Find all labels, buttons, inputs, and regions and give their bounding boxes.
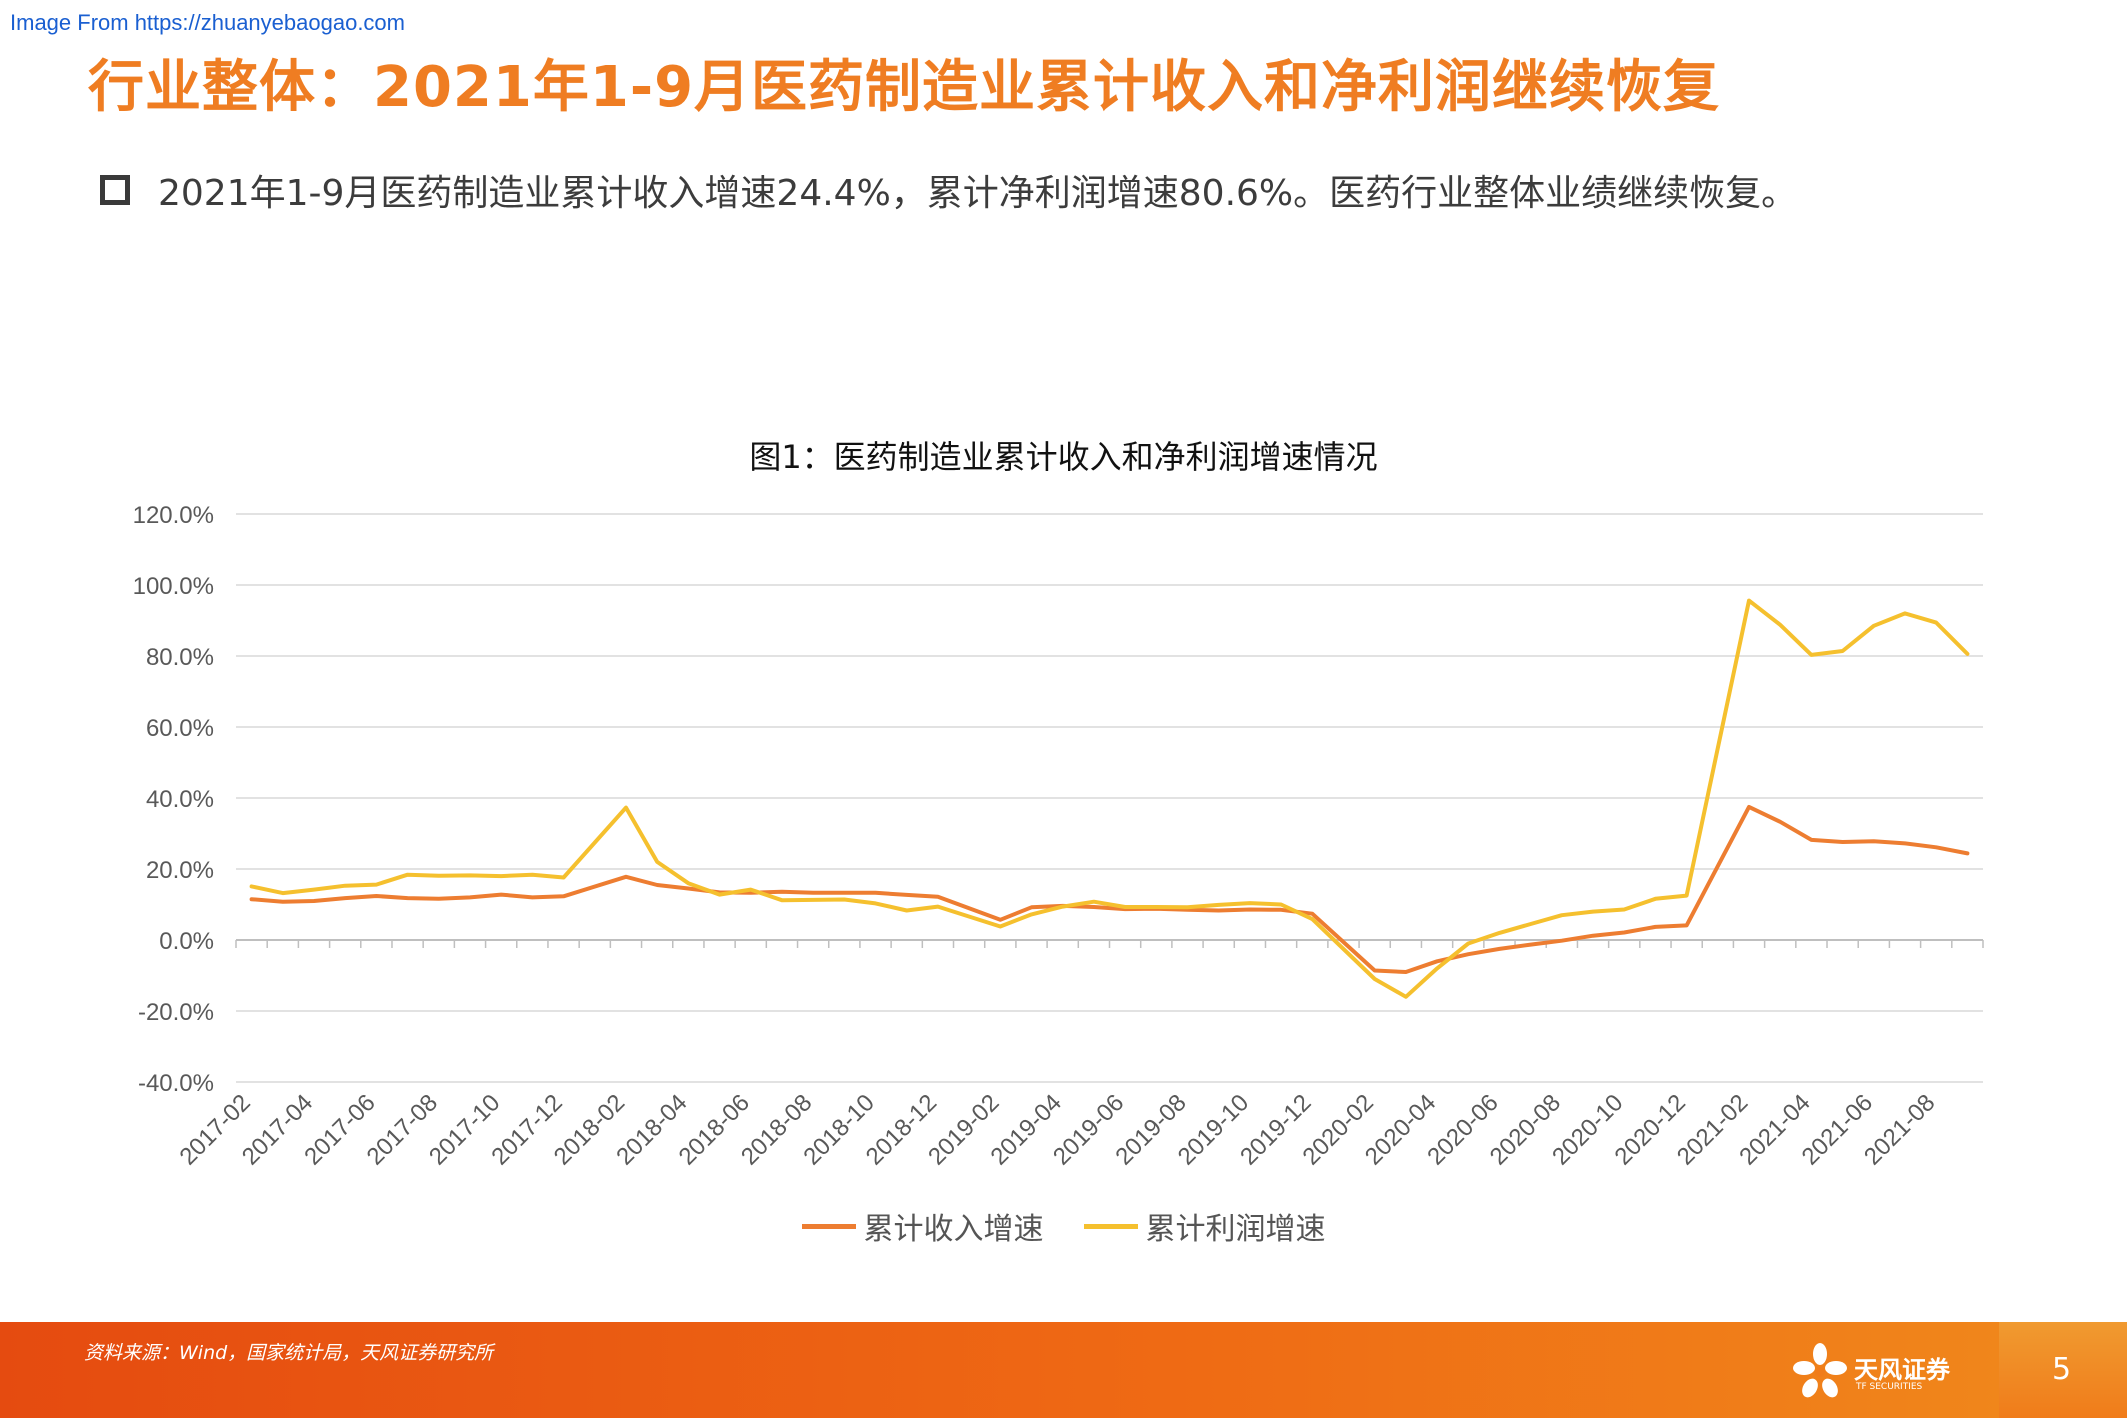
chart-title: 图1：医药制造业累计收入和净利润增速情况 (749, 438, 1378, 476)
flower-logo-icon (1793, 1343, 1847, 1398)
footer-band (0, 1322, 2127, 1418)
legend-swatch-profit (1083, 1223, 1138, 1229)
logo-name: 天风证券 (1854, 1356, 1950, 1384)
company-logo: 天风证券 TF SECURITIES (1792, 1342, 1982, 1404)
series-line-revenue (249, 804, 1970, 974)
bullet-square-icon (100, 175, 130, 205)
legend-swatch-revenue (801, 1223, 856, 1229)
source-note: 资料来源：Wind，国家统计局，天风证券研究所 (84, 1342, 494, 1364)
bullet-text: 2021年1-9月医药制造业累计收入增速24.4%，累计净利润增速80.6%。医… (158, 173, 1798, 214)
y-tick-label: -40.0% (138, 1070, 214, 1097)
legend-item-revenue: 累计收入增速 (801, 1204, 1044, 1248)
legend-item-profit: 累计利润增速 (1083, 1204, 1326, 1248)
y-tick-label: 60.0% (146, 715, 214, 742)
bullet-row: 2021年1-9月医药制造业累计收入增速24.4%，累计净利润增速80.6%。医… (100, 164, 1797, 216)
page-number: 5 (2052, 1352, 2072, 1387)
legend-label-revenue: 累计收入增速 (863, 1212, 1044, 1247)
footer-page-block (1999, 1322, 2127, 1418)
y-tick-label: 100.0% (133, 573, 214, 600)
y-tick-label: 0.0% (159, 928, 214, 955)
y-tick-label: 40.0% (146, 786, 214, 813)
slide-title: 行业整体：2021年1-9月医药制造业累计收入和净利润继续恢复 (88, 55, 1721, 120)
x-tick-label: 2021-08 (1859, 1089, 1940, 1170)
y-tick-label: 80.0% (146, 644, 214, 671)
watermark: Image From https://zhuanyebaogao.com (10, 10, 405, 35)
chart-legend: 累计收入增速 累计利润增速 (0, 1204, 2127, 1248)
logo-subtitle: TF SECURITIES (1856, 1382, 1923, 1392)
series-line-profit (249, 598, 1970, 999)
y-tick-label: -20.0% (138, 999, 214, 1026)
y-tick-label: 20.0% (146, 857, 214, 884)
y-tick-label: 120.0% (133, 502, 214, 529)
line-chart: 120.0% 100.0% 80.0% 60.0% 40.0% 20.0% 0.0% -20.… (133, 502, 1984, 1171)
legend-label-profit: 累计利润增速 (1145, 1212, 1326, 1247)
